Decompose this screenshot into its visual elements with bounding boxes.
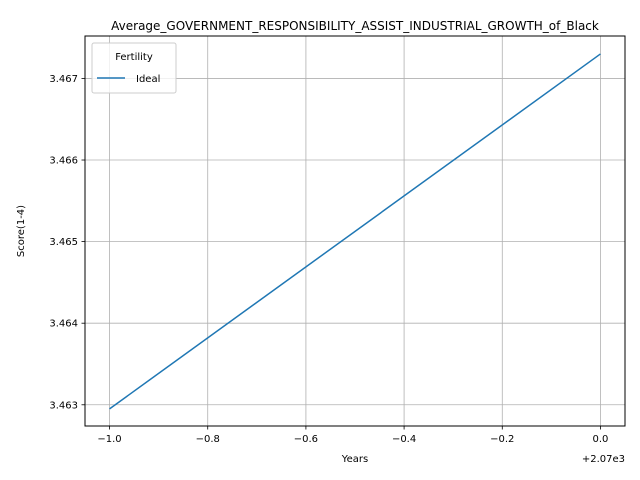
x-axis-ticks: −1.0 −0.8 −0.6 −0.4 −0.2 0.0	[97, 426, 608, 445]
x-tick-label: 0.0	[593, 434, 609, 445]
x-axis-offset-label: +2.07e3	[582, 454, 625, 465]
y-axis-label: Score(1-4)	[16, 205, 27, 257]
legend: Fertility Ideal	[91, 42, 177, 94]
x-tick-label: −0.4	[392, 434, 416, 445]
y-tick-label: 3.467	[49, 74, 78, 85]
y-tick-label: 3.464	[49, 319, 78, 330]
chart-title: Average_GOVERNMENT_RESPONSIBILITY_ASSIST…	[111, 19, 599, 33]
legend-box	[91, 42, 177, 94]
x-axis-label: Years	[341, 454, 368, 465]
legend-entries: Ideal	[97, 74, 160, 85]
series-lines	[109, 53, 601, 410]
x-tick-label: −0.8	[196, 434, 220, 445]
y-tick-label: 3.466	[49, 156, 78, 167]
x-tick-label: −0.2	[490, 434, 514, 445]
x-tick-label: −0.6	[294, 434, 318, 445]
y-tick-label: 3.465	[49, 237, 78, 248]
y-tick-label: 3.463	[49, 400, 78, 411]
legend-title: Fertility	[115, 52, 153, 63]
legend-entry-label: Ideal	[136, 74, 160, 85]
x-tick-label: −1.0	[97, 434, 121, 445]
series-line-ideal	[109, 53, 601, 410]
y-axis-ticks: 3.463 3.464 3.465 3.466 3.467	[49, 74, 85, 411]
plot-frame	[84, 35, 626, 427]
